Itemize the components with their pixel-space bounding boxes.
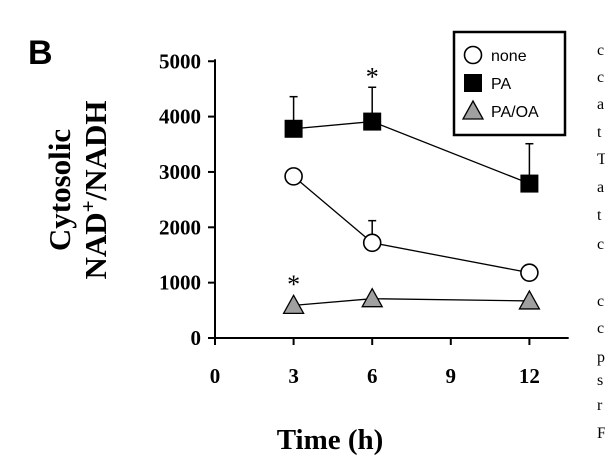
y-axis-title-line1: Cytosolic [42,129,77,251]
y-axis-title: Cytosolic NAD+/NADH [42,100,113,279]
data-point [520,263,539,282]
y-tick-label: 1000 [159,271,201,295]
text-fragment: s [597,372,603,389]
y-axis-title-line2: NAD+/NADH [76,100,113,279]
x-tick-label: 12 [519,364,540,388]
text-fragment: t [597,207,602,224]
text-fragment: c [597,42,604,59]
data-point [284,167,303,186]
y-tick-label: 2000 [159,215,201,239]
data-point [520,174,539,193]
legend-marker-pa-oa [461,99,485,120]
legend-label: none [491,48,527,65]
data-point [362,233,382,253]
series-line [293,175,530,274]
data-point [282,294,305,314]
x-axis-title: Time (h) [277,424,384,456]
y-tick-label: 4000 [159,105,201,129]
text-fragment: c [597,320,604,337]
legend-label: PA/OA [491,104,539,121]
y-tick-label: 3000 [159,160,201,184]
text-fragment: a [597,179,604,196]
data-point [363,112,382,131]
data-point [284,119,303,138]
y-tick-label: 5000 [159,49,201,73]
text-fragment: p [597,349,605,366]
x-tick-label: 0 [210,364,221,388]
text-fragment: r [597,397,603,414]
legend-marker-none [463,45,483,65]
series-none [284,167,539,282]
axes: 0 1000 2000 3000 4000 5000 0 3 6 9 12 [159,49,569,388]
legend-marker-pa [464,74,482,92]
panel-label: B [28,34,53,72]
series-layer [282,86,541,314]
data-point [518,289,541,310]
y-tick-label: 0 [191,326,202,350]
text-fragment: c [597,293,604,310]
x-tick-label: 3 [288,364,299,388]
text-fragment: T [597,151,605,168]
series-pa [284,86,539,193]
legend-label: PA [491,76,511,93]
significance-marker: * [287,270,300,299]
series-line [293,298,530,306]
text-fragment: c [597,236,604,253]
significance-marker: * [366,62,379,91]
text-fragment: a [597,96,604,113]
series-pa-oa [282,287,541,314]
x-tick-label: 9 [446,364,457,388]
text-fragment: t [597,124,602,141]
legend: none PA PA/OA [452,30,567,137]
data-point [361,287,384,308]
text-fragment: F [597,425,605,442]
text-fragment: c [597,69,604,86]
x-tick-label: 6 [367,364,378,388]
